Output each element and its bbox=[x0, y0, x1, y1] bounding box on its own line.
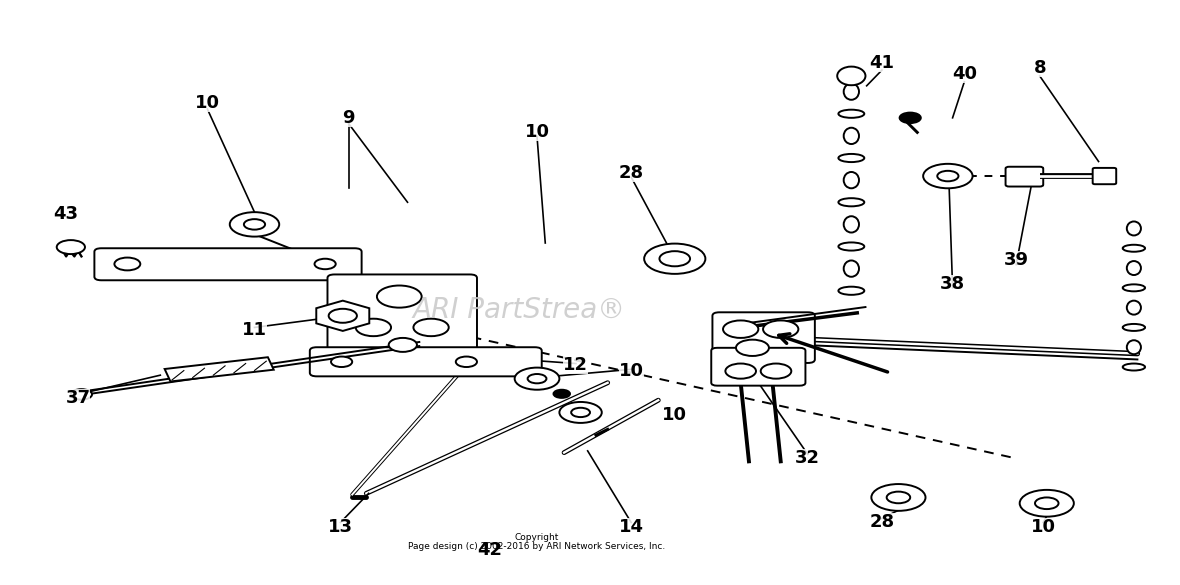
Ellipse shape bbox=[1127, 261, 1141, 275]
Ellipse shape bbox=[839, 287, 864, 295]
Text: 37: 37 bbox=[65, 390, 91, 408]
Circle shape bbox=[761, 363, 792, 378]
Ellipse shape bbox=[1127, 301, 1141, 315]
Circle shape bbox=[571, 408, 590, 417]
Text: 8: 8 bbox=[1034, 59, 1045, 77]
Text: 13: 13 bbox=[328, 518, 353, 535]
Text: 12: 12 bbox=[563, 356, 589, 374]
Ellipse shape bbox=[839, 242, 864, 250]
Ellipse shape bbox=[1122, 284, 1145, 291]
Circle shape bbox=[388, 338, 417, 352]
Text: 9: 9 bbox=[342, 109, 355, 127]
Text: 10: 10 bbox=[525, 123, 550, 142]
FancyBboxPatch shape bbox=[310, 347, 542, 376]
Text: 14: 14 bbox=[618, 518, 644, 535]
Text: 28: 28 bbox=[618, 164, 644, 182]
Circle shape bbox=[726, 363, 756, 378]
Text: Copyright: Copyright bbox=[514, 533, 559, 542]
FancyBboxPatch shape bbox=[1005, 167, 1043, 187]
Text: 32: 32 bbox=[795, 449, 820, 467]
Ellipse shape bbox=[839, 154, 864, 162]
Text: 28: 28 bbox=[870, 514, 894, 532]
Text: ARI PartStrea®: ARI PartStrea® bbox=[413, 296, 625, 324]
Circle shape bbox=[315, 259, 336, 269]
Circle shape bbox=[114, 257, 140, 270]
Circle shape bbox=[644, 243, 706, 274]
Circle shape bbox=[57, 240, 85, 254]
Text: 40: 40 bbox=[952, 65, 977, 83]
Ellipse shape bbox=[844, 216, 859, 232]
Ellipse shape bbox=[1122, 245, 1145, 252]
Text: 42: 42 bbox=[478, 541, 503, 559]
Circle shape bbox=[1020, 490, 1074, 517]
Circle shape bbox=[244, 219, 266, 230]
Ellipse shape bbox=[1122, 324, 1145, 331]
Circle shape bbox=[937, 171, 958, 181]
Circle shape bbox=[763, 321, 799, 338]
FancyBboxPatch shape bbox=[713, 312, 815, 363]
Text: 39: 39 bbox=[1004, 252, 1029, 270]
Ellipse shape bbox=[839, 109, 864, 118]
Text: 43: 43 bbox=[53, 205, 79, 223]
Text: 10: 10 bbox=[662, 406, 687, 424]
Circle shape bbox=[71, 389, 92, 400]
Text: Page design (c) 2002-2016 by ARI Network Services, Inc.: Page design (c) 2002-2016 by ARI Network… bbox=[408, 542, 666, 550]
Circle shape bbox=[455, 356, 477, 367]
Circle shape bbox=[355, 319, 391, 336]
FancyBboxPatch shape bbox=[94, 248, 361, 280]
Circle shape bbox=[723, 321, 759, 338]
Ellipse shape bbox=[844, 128, 859, 144]
FancyBboxPatch shape bbox=[712, 348, 806, 386]
Text: 10: 10 bbox=[195, 94, 219, 112]
Ellipse shape bbox=[1127, 222, 1141, 235]
Circle shape bbox=[871, 484, 925, 511]
Circle shape bbox=[553, 390, 570, 398]
Polygon shape bbox=[316, 301, 369, 331]
Circle shape bbox=[332, 356, 352, 367]
Text: 41: 41 bbox=[870, 53, 894, 71]
Text: 38: 38 bbox=[940, 275, 965, 292]
Ellipse shape bbox=[844, 172, 859, 188]
Text: 10: 10 bbox=[1031, 518, 1056, 535]
Circle shape bbox=[329, 309, 356, 323]
Ellipse shape bbox=[1122, 363, 1145, 370]
Circle shape bbox=[413, 319, 448, 336]
Text: 11: 11 bbox=[242, 321, 267, 339]
Ellipse shape bbox=[839, 198, 864, 207]
Polygon shape bbox=[165, 357, 274, 381]
Circle shape bbox=[527, 374, 546, 383]
Circle shape bbox=[1035, 497, 1058, 509]
Circle shape bbox=[559, 402, 602, 423]
Ellipse shape bbox=[838, 67, 865, 85]
Circle shape bbox=[886, 491, 910, 503]
Circle shape bbox=[376, 285, 421, 308]
FancyBboxPatch shape bbox=[1093, 168, 1116, 184]
Circle shape bbox=[230, 212, 280, 236]
Circle shape bbox=[660, 251, 690, 266]
Text: 10: 10 bbox=[618, 362, 644, 380]
FancyBboxPatch shape bbox=[328, 274, 477, 360]
Circle shape bbox=[736, 340, 769, 356]
Ellipse shape bbox=[1127, 340, 1141, 354]
Circle shape bbox=[899, 112, 920, 123]
Circle shape bbox=[514, 367, 559, 390]
Ellipse shape bbox=[844, 84, 859, 100]
Ellipse shape bbox=[844, 260, 859, 277]
Circle shape bbox=[923, 164, 972, 188]
